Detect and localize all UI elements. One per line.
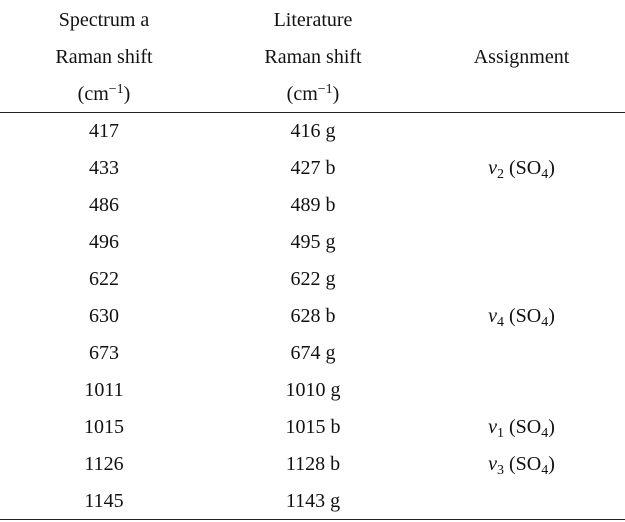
literature-shift-cell: 1143 g [285, 490, 341, 512]
table-row: 1145 1143 g [0, 483, 625, 520]
table-row: 496 495 g [0, 224, 625, 261]
assignment-cell [418, 335, 625, 372]
unit-base: (cm [77, 83, 109, 105]
table-row: 1126 1128 b ν3 (SO4) [0, 446, 625, 483]
literature-shift-cell: 416 g [290, 120, 336, 142]
assignment-cell: ν4 (SO4) [488, 305, 555, 331]
spectrum-shift-cell: 417 [89, 120, 119, 142]
spectrum-shift-cell: 673 [89, 342, 119, 364]
table-row: 417 416 g [0, 113, 625, 150]
table-row: 622 622 g [0, 261, 625, 298]
bottom-rule [0, 519, 625, 520]
table-row: 486 489 b [0, 187, 625, 224]
unit-close: ) [332, 83, 340, 105]
spectrum-shift-cell: 630 [89, 305, 119, 327]
col2-header-line1: Literature [273, 9, 353, 31]
table-header: Spectrum a Raman shift (cm−1) Literature… [0, 0, 625, 112]
assignment-cell [418, 187, 625, 224]
literature-shift-cell: 495 g [290, 231, 336, 253]
unit-exponent: −1 [317, 82, 333, 97]
spectrum-shift-cell: 1015 [84, 416, 124, 438]
assignment-cell [418, 261, 625, 298]
unit-close: ) [123, 83, 131, 105]
assignment-cell [418, 113, 625, 150]
header-rule [0, 112, 625, 113]
spectrum-shift-cell: 1145 [84, 490, 124, 512]
spectrum-shift-cell: 496 [89, 231, 119, 253]
assignment-cell: ν1 (SO4) [488, 416, 555, 442]
spectrum-shift-cell: 1011 [84, 379, 124, 401]
col3-header: Assignment [473, 46, 570, 68]
spectrum-shift-cell: 622 [89, 268, 119, 290]
spectrum-shift-cell: 433 [89, 157, 119, 179]
spectrum-shift-cell: 1126 [84, 453, 124, 475]
assignment-cell [418, 483, 625, 520]
literature-shift-cell: 1010 g [285, 379, 341, 401]
literature-shift-cell: 628 b [290, 305, 336, 327]
col1-header-unit: (cm−1) [0, 82, 208, 106]
literature-shift-cell: 489 b [290, 194, 336, 216]
table-row: 1011 1010 g [0, 372, 625, 409]
spectrum-shift-cell: 486 [89, 194, 119, 216]
assignment-cell: ν2 (SO4) [488, 157, 555, 183]
literature-shift-cell: 1015 b [285, 416, 341, 438]
literature-shift-cell: 1128 b [285, 453, 341, 475]
col2-header-unit: (cm−1) [208, 82, 418, 106]
literature-shift-cell: 622 g [290, 268, 336, 290]
assignment-cell [418, 372, 625, 409]
literature-shift-cell: 427 b [290, 157, 336, 179]
table-row: 1015 1015 b ν1 (SO4) [0, 409, 625, 446]
col2-header-line2: Raman shift [264, 46, 362, 68]
literature-shift-cell: 674 g [290, 342, 336, 364]
assignment-cell: ν3 (SO4) [488, 453, 555, 479]
table-row: 433 427 b ν2 (SO4) [0, 150, 625, 187]
col1-header-line1: Spectrum a [58, 9, 150, 31]
col1-header-line2: Raman shift [55, 46, 153, 68]
assignment-cell [418, 224, 625, 261]
table-row: 630 628 b ν4 (SO4) [0, 298, 625, 335]
unit-exponent: −1 [108, 82, 124, 97]
table-row: 673 674 g [0, 335, 625, 372]
unit-base: (cm [286, 83, 318, 105]
